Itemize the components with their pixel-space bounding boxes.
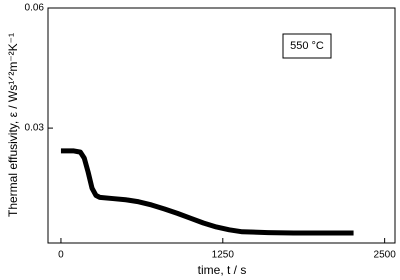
- annotation-box: [282, 33, 332, 59]
- y-tick-label: 0.03: [25, 123, 45, 134]
- x-tick-label: 0: [58, 250, 64, 261]
- y-axis-label: Thermal effusivity, ε / Ws¹ᐟ²m⁻²K⁻¹: [6, 33, 20, 217]
- plot-frame: [47, 7, 396, 244]
- annotation: 550 °C: [290, 40, 324, 52]
- x-tick-label: 2500: [374, 250, 397, 261]
- x-axis-label: time, t / s: [198, 263, 247, 277]
- data-line: [60, 148, 354, 236]
- x-tick-label: 1250: [212, 250, 235, 261]
- y-tick-label: 0.06: [25, 3, 45, 14]
